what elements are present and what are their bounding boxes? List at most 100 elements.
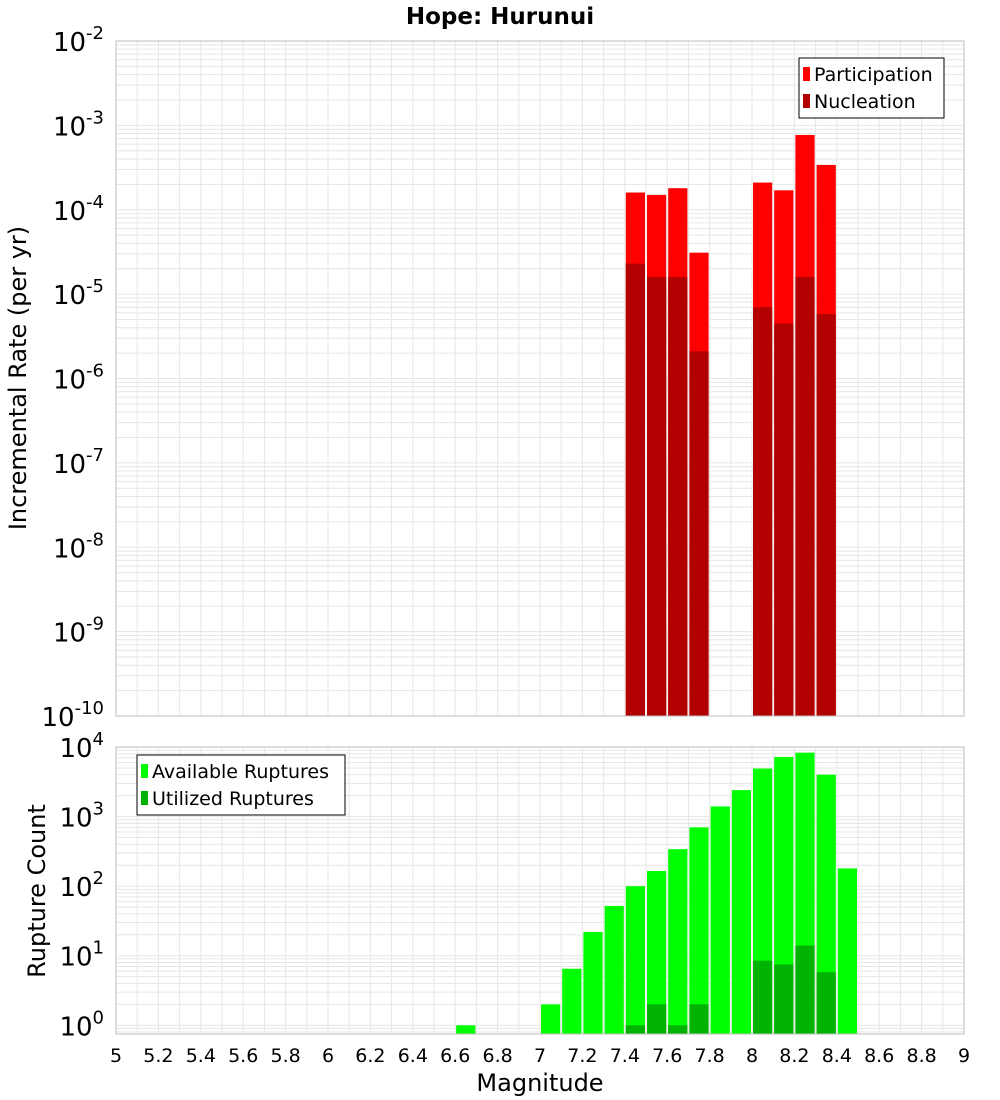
bar-available-ruptures [541,1004,561,1034]
x-tick-label: 6.6 [440,1045,470,1067]
y-tick-exponent: -4 [86,192,104,213]
legend-swatch [803,94,810,108]
x-tick-label: 6.8 [482,1045,512,1067]
legend-label: Nucleation [814,91,916,113]
legend-swatch [141,791,148,805]
y-tick-exponent: 2 [93,868,104,889]
y-tick-label: 10-7 [53,445,104,480]
bar-available-ruptures [710,806,730,1034]
x-tick-label: 5.8 [270,1045,300,1067]
bar-nucleation [689,351,709,716]
legend-label: Utilized Ruptures [152,788,314,810]
y-tick-label: 104 [59,729,104,764]
bar-available-ruptures [625,886,645,1034]
x-tick-label: 8 [746,1045,758,1067]
series-nucleation [625,263,836,716]
bar-utilized-ruptures [795,945,815,1034]
y-tick-label: 10-8 [53,529,104,564]
y-tick-exponent: -6 [86,361,104,382]
bar-available-ruptures [456,1025,476,1034]
bar-nucleation [816,314,836,716]
x-tick-label: 6.2 [355,1045,385,1067]
x-tick-label: 8.8 [906,1045,936,1067]
x-axis-label: Magnitude [476,1069,603,1097]
bar-available-ruptures [562,968,582,1034]
x-tick-label: 8.2 [779,1045,809,1067]
x-tick-label: 7.4 [610,1045,640,1067]
plot-0-legend: Participation Nucleation [798,57,945,119]
y-tick-label: 101 [59,938,104,973]
y-tick-label: 103 [59,799,104,834]
bottom-y-axis-label: Rupture Count [23,804,51,978]
y-tick-label: 10-6 [53,361,104,396]
y-tick-exponent: -7 [86,445,104,466]
legend-box [798,57,945,119]
bar-available-ruptures [604,905,624,1034]
plot-0-frame [115,40,965,717]
bar-nucleation [647,276,667,716]
y-tick-label: 10-4 [53,192,104,227]
legend-swatch [803,67,810,81]
y-tick-label: 10-5 [53,276,104,311]
x-tick-label: 7.6 [652,1045,682,1067]
x-tick-label: 5.4 [186,1045,216,1067]
y-tick-exponent: -5 [86,276,104,297]
bar-utilized-ruptures [668,1025,688,1034]
x-tick-label: 8.6 [864,1045,894,1067]
y-tick-exponent: -3 [86,107,104,128]
x-tick-label: 6 [322,1045,334,1067]
plot-1-frame [115,746,965,1035]
legend-label: Available Ruptures [152,761,329,783]
y-tick-exponent: -8 [86,529,104,550]
bar-available-ruptures [816,774,836,1034]
bar-utilized-ruptures [774,964,794,1034]
bar-available-ruptures [689,827,709,1034]
bar-nucleation [753,307,773,716]
y-tick-label: 10-2 [53,23,104,58]
bar-nucleation [774,323,794,716]
bar-utilized-ruptures [816,972,836,1034]
plot-0-grid [115,41,965,717]
bar-available-ruptures [647,871,667,1034]
legend-box [136,754,346,816]
chart-title: Hope: Hurunui [406,4,594,30]
legend-swatch [141,764,148,778]
y-tick-exponent: 3 [93,799,104,820]
y-tick-label: 10-10 [42,698,105,733]
y-tick-label: 100 [59,1007,104,1042]
y-tick-exponent: 0 [93,1007,104,1028]
series-utilized-ruptures [625,945,836,1034]
x-tick-label: 7.2 [567,1045,597,1067]
bar-nucleation [795,276,815,716]
x-tick-label: 7.8 [694,1045,724,1067]
y-tick-exponent: -9 [86,614,104,635]
y-tick-exponent: 4 [93,729,104,750]
bar-available-ruptures [583,931,603,1034]
y-tick-label: 10-9 [53,614,104,649]
bar-nucleation [668,276,688,716]
x-tick-label: 5 [110,1045,122,1067]
bar-available-ruptures [731,790,751,1034]
x-tick-label: 5.6 [228,1045,258,1067]
bar-utilized-ruptures [753,960,773,1034]
bar-utilized-ruptures [625,1025,645,1034]
y-tick-exponent: 1 [93,938,104,959]
bar-available-ruptures [837,868,857,1034]
bar-utilized-ruptures [689,1004,709,1034]
bar-nucleation [625,263,645,716]
top-y-axis-label: Incremental Rate (per yr) [4,226,32,530]
y-tick-exponent: -10 [75,698,104,719]
x-tick-label: 6.4 [398,1045,428,1067]
x-tick-label: 9 [958,1045,970,1067]
y-tick-label: 102 [59,868,104,903]
x-tick-label: 5.2 [143,1045,173,1067]
y-tick-label: 10-3 [53,107,104,142]
x-tick-label: 7 [534,1045,546,1067]
x-tick-label: 8.4 [822,1045,852,1067]
legend-label: Participation [814,64,933,86]
bar-available-ruptures [668,849,688,1034]
plot-1-legend: Available Ruptures Utilized Ruptures [136,754,346,816]
y-tick-exponent: -2 [86,23,104,44]
bar-utilized-ruptures [647,1004,667,1034]
